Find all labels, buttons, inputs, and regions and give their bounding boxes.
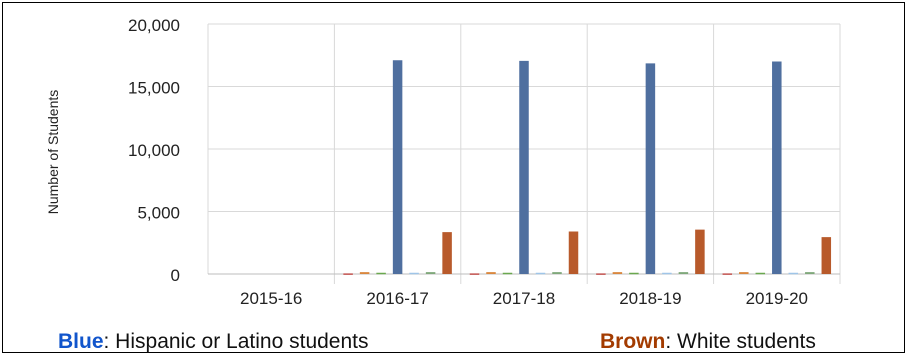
bar (425, 272, 436, 274)
legend-white: Brown: White students (600, 330, 816, 354)
bar (645, 63, 656, 274)
bar (343, 273, 353, 275)
y-tick-label: 0 (171, 266, 180, 285)
bar (755, 272, 766, 275)
bar (442, 232, 452, 274)
bar (805, 272, 815, 274)
legend-blue-text: : Hispanic or Latino students (103, 330, 369, 353)
bar (739, 272, 749, 274)
x-tick-label: 2017-18 (493, 289, 555, 308)
legend-brown-text: : White students (665, 330, 816, 353)
y-tick-label: 5,000 (137, 204, 180, 223)
bar (629, 272, 639, 275)
bar (695, 229, 705, 274)
axis-labels: 0 5,000 10,000 15,000 20,000 2015-16 2016-17 20… (128, 16, 808, 308)
bar (788, 272, 799, 275)
y-tick-label: 10,000 (128, 141, 180, 160)
bar (486, 272, 496, 274)
x-tick-label: 2018-19 (619, 289, 681, 308)
y-tick-label: 15,000 (128, 79, 180, 98)
bar (552, 272, 562, 274)
chart-frame (2, 2, 905, 353)
y-axis-label: Number of Students (45, 90, 61, 215)
bars (343, 60, 832, 275)
bar (662, 272, 672, 275)
bar (376, 272, 386, 275)
legend-hispanic: Blue: Hispanic or Latino students (58, 330, 369, 354)
x-tick-label: 2019-20 (746, 289, 808, 308)
bar (359, 272, 370, 274)
bar (535, 272, 546, 275)
bar (519, 60, 529, 274)
bar (568, 231, 579, 274)
bar (596, 273, 606, 275)
bar (821, 237, 832, 274)
legend-blue-key: Blue (58, 330, 104, 353)
legend-brown-key: Brown (600, 330, 666, 353)
bar (392, 60, 403, 274)
bar (772, 61, 782, 274)
bar (612, 272, 623, 274)
y-tick-label: 20,000 (128, 16, 180, 35)
bar (409, 272, 419, 275)
bar (469, 273, 480, 275)
bar (502, 272, 513, 275)
bar (678, 272, 689, 274)
bar (722, 273, 733, 275)
x-tick-label: 2016-17 (366, 289, 428, 308)
x-tick-label: 2015-16 (240, 289, 302, 308)
grid-lines (207, 23, 841, 284)
